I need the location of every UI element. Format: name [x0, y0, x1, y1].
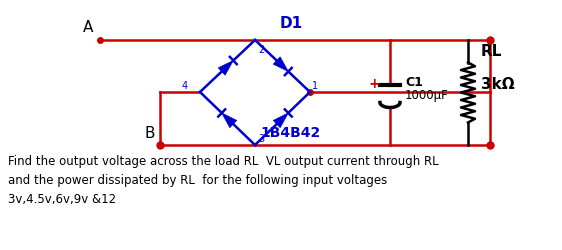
Polygon shape — [273, 57, 288, 72]
Text: 1: 1 — [312, 81, 318, 91]
Text: RL: RL — [481, 44, 502, 59]
Text: Find the output voltage across the load RL  VL output current through RL
and the: Find the output voltage across the load … — [8, 155, 438, 206]
Text: 4: 4 — [182, 81, 188, 91]
Polygon shape — [273, 113, 288, 128]
Text: 1B4B42: 1B4B42 — [260, 126, 320, 140]
Text: +: + — [368, 76, 380, 90]
Text: A: A — [83, 20, 93, 36]
Text: 3kΩ: 3kΩ — [481, 77, 515, 92]
Text: D1: D1 — [280, 16, 303, 31]
Text: 3: 3 — [258, 134, 264, 144]
Text: 1000μF: 1000μF — [405, 89, 448, 102]
Text: 2: 2 — [258, 45, 264, 55]
Polygon shape — [218, 60, 233, 75]
Text: B: B — [145, 126, 155, 140]
Polygon shape — [222, 113, 237, 128]
Text: C1: C1 — [405, 76, 423, 89]
